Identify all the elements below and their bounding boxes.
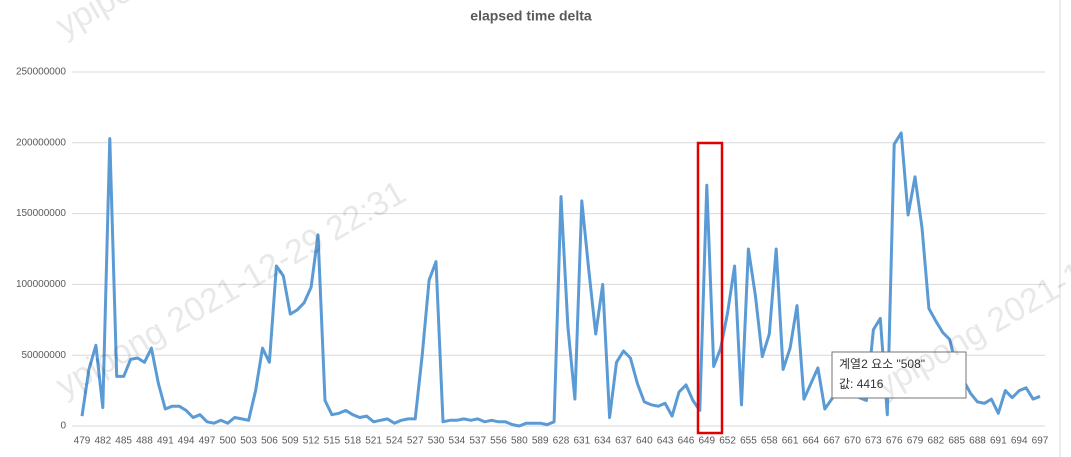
tooltip-box [831,351,967,399]
y-tick-label: 150000000 [16,208,66,219]
x-tick-label: 628 [553,436,570,447]
x-tick-label: 518 [344,436,361,447]
x-tick-label: 688 [969,436,986,447]
x-tick-label: 637 [615,436,632,447]
x-tick-label: 634 [594,436,611,447]
watermark: ypipong 2021-12-29 22:31 [49,0,412,45]
x-tick-label: 488 [136,436,153,447]
y-tick-label: 100000000 [16,279,66,290]
x-tick-label: 694 [1011,436,1028,447]
x-tick-label: 527 [407,436,424,447]
x-tick-label: 556 [490,436,507,447]
x-tick-label: 697 [1032,436,1049,447]
x-tick-label: 500 [219,436,236,447]
x-tick-label: 509 [282,436,299,447]
data-line [80,131,1041,428]
x-tick-label: 497 [199,436,216,447]
x-tick-label: 664 [803,436,820,447]
x-tick-label: 670 [844,436,861,447]
x-tick-label: 691 [990,436,1007,447]
x-tick-label: 676 [886,436,903,447]
x-tick-label: 649 [698,436,715,447]
x-tick-label: 655 [740,436,757,447]
x-tick-label: 658 [761,436,778,447]
x-tick-label: 682 [928,436,945,447]
chart-title: elapsed time delta [470,8,592,24]
watermark: ypipong 2021-12-29 22:31 [869,173,1071,404]
x-tick-label: 515 [324,436,341,447]
x-tick-label: 503 [240,436,257,447]
highlight-box [696,141,724,435]
y-tick-label: 50000000 [22,350,67,361]
x-tick-label: 640 [636,436,653,447]
x-tick-label: 537 [469,436,486,447]
x-tick-label: 479 [74,436,91,447]
x-tick-label: 652 [719,436,736,447]
x-tick-label: 512 [303,436,320,447]
tooltip-series: 계열2 요소 "508" [839,357,925,371]
x-tick-label: 521 [365,436,382,447]
x-tick-label: 485 [115,436,132,447]
x-tick-label: 530 [428,436,445,447]
x-tick-label: 482 [94,436,111,447]
x-tick-label: 534 [449,436,466,447]
x-tick-label: 667 [823,436,840,447]
tooltip-value: 값: 4416 [839,377,884,391]
x-tick-label: 494 [178,436,195,447]
x-tick-label: 673 [865,436,882,447]
x-tick-label: 589 [532,436,549,447]
x-tick-label: 491 [157,436,174,447]
x-tick-label: 506 [261,436,278,447]
x-tick-label: 643 [657,436,674,447]
x-tick-label: 679 [907,436,924,447]
y-tick-label: 0 [60,421,66,432]
y-tick-label: 250000000 [16,67,66,78]
x-tick-label: 631 [573,436,590,447]
y-tick-label: 200000000 [16,137,66,148]
watermark: ypipong 2021-12-29 22:31 [49,173,412,404]
x-tick-label: 646 [678,436,695,447]
x-tick-label: 580 [511,436,528,447]
x-tick-label: 661 [782,436,799,447]
x-tick-label: 685 [948,436,965,447]
x-tick-label: 524 [386,436,403,447]
